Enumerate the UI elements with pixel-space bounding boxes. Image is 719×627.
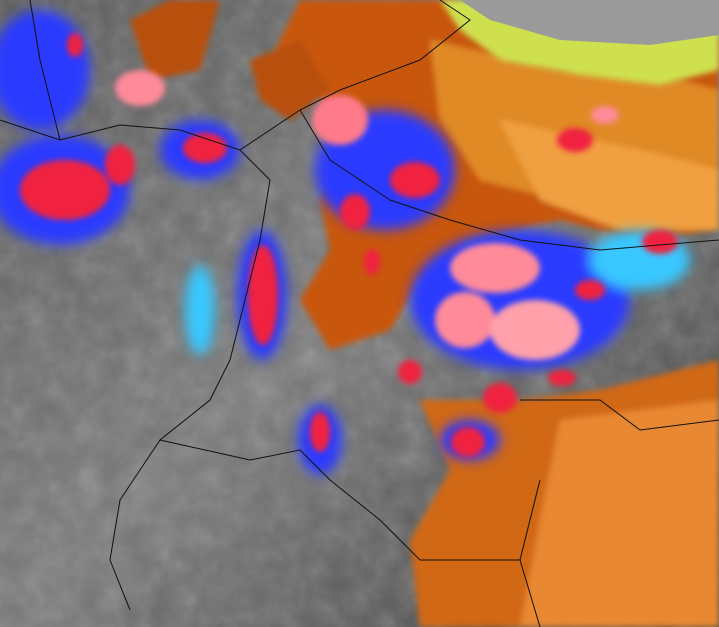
- sea: [460, 0, 719, 45]
- warm-land: [130, 0, 719, 627]
- storm-cores: [20, 33, 678, 457]
